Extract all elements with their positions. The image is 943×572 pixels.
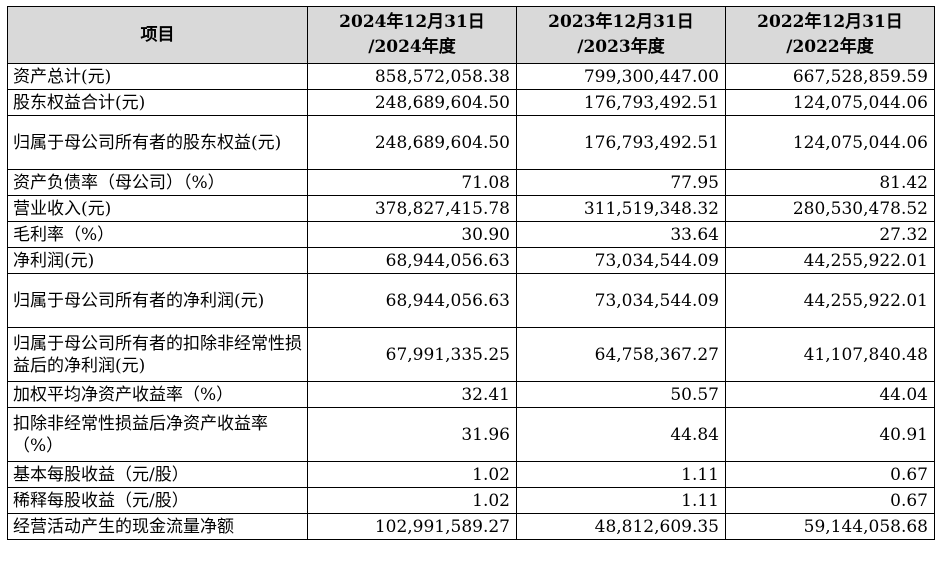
value-2022: 59,144,058.68: [725, 513, 935, 540]
row-label: 归属于母公司所有者的净利润(元): [7, 273, 308, 328]
row-label: 归属于母公司所有者的扣除非经常性损益后的净利润(元): [7, 327, 308, 382]
table-row: 毛利率（%） 30.90 33.64 27.32: [7, 221, 935, 248]
header-2022-line1: 2022年12月31日: [757, 12, 903, 32]
value-2023: 799,300,447.00: [516, 63, 726, 90]
table-row: 股东权益合计(元) 248,689,604.50 176,793,492.51 …: [7, 89, 935, 116]
value-2023: 176,793,492.51: [516, 115, 726, 170]
value-2024: 102,991,589.27: [307, 513, 517, 540]
financial-summary-table: 项目 2024年12月31日/2024年度 2023年12月31日/2023年度…: [7, 6, 935, 540]
value-2024: 1.02: [307, 461, 517, 488]
row-label: 归属于母公司所有者的股东权益(元): [7, 115, 308, 170]
value-2024: 32.41: [307, 381, 517, 408]
value-2022: 27.32: [725, 221, 935, 248]
value-2024: 71.08: [307, 169, 517, 196]
value-2022: 40.91: [725, 407, 935, 462]
header-2023-line2: /2023年度: [577, 37, 665, 57]
value-2023: 48,812,609.35: [516, 513, 726, 540]
value-2023: 64,758,367.27: [516, 327, 726, 382]
value-2024: 30.90: [307, 221, 517, 248]
value-2022: 44,255,922.01: [725, 247, 935, 274]
value-2022: 667,528,859.59: [725, 63, 935, 90]
table-row: 资产总计(元) 858,572,058.38 799,300,447.00 66…: [7, 63, 935, 90]
table-row: 稀释每股收益（元/股） 1.02 1.11 0.67: [7, 487, 935, 514]
header-item: 项目: [7, 6, 308, 64]
value-2022: 0.67: [725, 461, 935, 488]
header-2022: 2022年12月31日/2022年度: [725, 6, 935, 64]
row-label: 毛利率（%）: [7, 221, 308, 248]
value-2022: 124,075,044.06: [725, 89, 935, 116]
value-2024: 67,991,335.25: [307, 327, 517, 382]
value-2024: 378,827,415.78: [307, 195, 517, 222]
table-row: 归属于母公司所有者的扣除非经常性损益后的净利润(元) 67,991,335.25…: [7, 327, 935, 382]
value-2024: 68,944,056.63: [307, 273, 517, 328]
header-2024-line2: /2024年度: [368, 37, 456, 57]
row-label: 资产总计(元): [7, 63, 308, 90]
value-2022: 0.67: [725, 487, 935, 514]
value-2024: 248,689,604.50: [307, 89, 517, 116]
value-2022: 44.04: [725, 381, 935, 408]
table-row: 资产负债率（母公司）（%） 71.08 77.95 81.42: [7, 169, 935, 196]
value-2024: 68,944,056.63: [307, 247, 517, 274]
row-label: 基本每股收益（元/股）: [7, 461, 308, 488]
value-2023: 1.11: [516, 487, 726, 514]
header-2024: 2024年12月31日/2024年度: [307, 6, 517, 64]
table-row: 基本每股收益（元/股） 1.02 1.11 0.67: [7, 461, 935, 488]
value-2023: 33.64: [516, 221, 726, 248]
value-2023: 77.95: [516, 169, 726, 196]
header-2024-line1: 2024年12月31日: [339, 12, 485, 32]
table-row: 归属于母公司所有者的股东权益(元) 248,689,604.50 176,793…: [7, 115, 935, 170]
row-label: 净利润(元): [7, 247, 308, 274]
value-2022: 81.42: [725, 169, 935, 196]
value-2024: 31.96: [307, 407, 517, 462]
row-label: 加权平均净资产收益率（%）: [7, 381, 308, 408]
table-row: 净利润(元) 68,944,056.63 73,034,544.09 44,25…: [7, 247, 935, 274]
value-2022: 124,075,044.06: [725, 115, 935, 170]
value-2022: 280,530,478.52: [725, 195, 935, 222]
row-label: 稀释每股收益（元/股）: [7, 487, 308, 514]
value-2024: 248,689,604.50: [307, 115, 517, 170]
row-label: 经营活动产生的现金流量净额: [7, 513, 308, 540]
table-row: 营业收入(元) 378,827,415.78 311,519,348.32 28…: [7, 195, 935, 222]
value-2023: 1.11: [516, 461, 726, 488]
value-2022: 44,255,922.01: [725, 273, 935, 328]
header-2023-line1: 2023年12月31日: [548, 12, 694, 32]
header-row: 项目 2024年12月31日/2024年度 2023年12月31日/2023年度…: [7, 6, 935, 64]
row-label: 股东权益合计(元): [7, 89, 308, 116]
value-2024: 1.02: [307, 487, 517, 514]
table-row: 加权平均净资产收益率（%） 32.41 50.57 44.04: [7, 381, 935, 408]
table-row: 归属于母公司所有者的净利润(元) 68,944,056.63 73,034,54…: [7, 273, 935, 328]
row-label: 资产负债率（母公司）（%）: [7, 169, 308, 196]
value-2023: 311,519,348.32: [516, 195, 726, 222]
row-label: 营业收入(元): [7, 195, 308, 222]
value-2022: 41,107,840.48: [725, 327, 935, 382]
header-2023: 2023年12月31日/2023年度: [516, 6, 726, 64]
table-row: 扣除非经常性损益后净资产收益率（%） 31.96 44.84 40.91: [7, 407, 935, 462]
value-2023: 73,034,544.09: [516, 247, 726, 274]
row-label: 扣除非经常性损益后净资产收益率（%）: [7, 407, 308, 462]
table-row: 经营活动产生的现金流量净额 102,991,589.27 48,812,609.…: [7, 513, 935, 540]
value-2024: 858,572,058.38: [307, 63, 517, 90]
value-2023: 176,793,492.51: [516, 89, 726, 116]
value-2023: 73,034,544.09: [516, 273, 726, 328]
header-2022-line2: /2022年度: [786, 37, 874, 57]
value-2023: 50.57: [516, 381, 726, 408]
value-2023: 44.84: [516, 407, 726, 462]
